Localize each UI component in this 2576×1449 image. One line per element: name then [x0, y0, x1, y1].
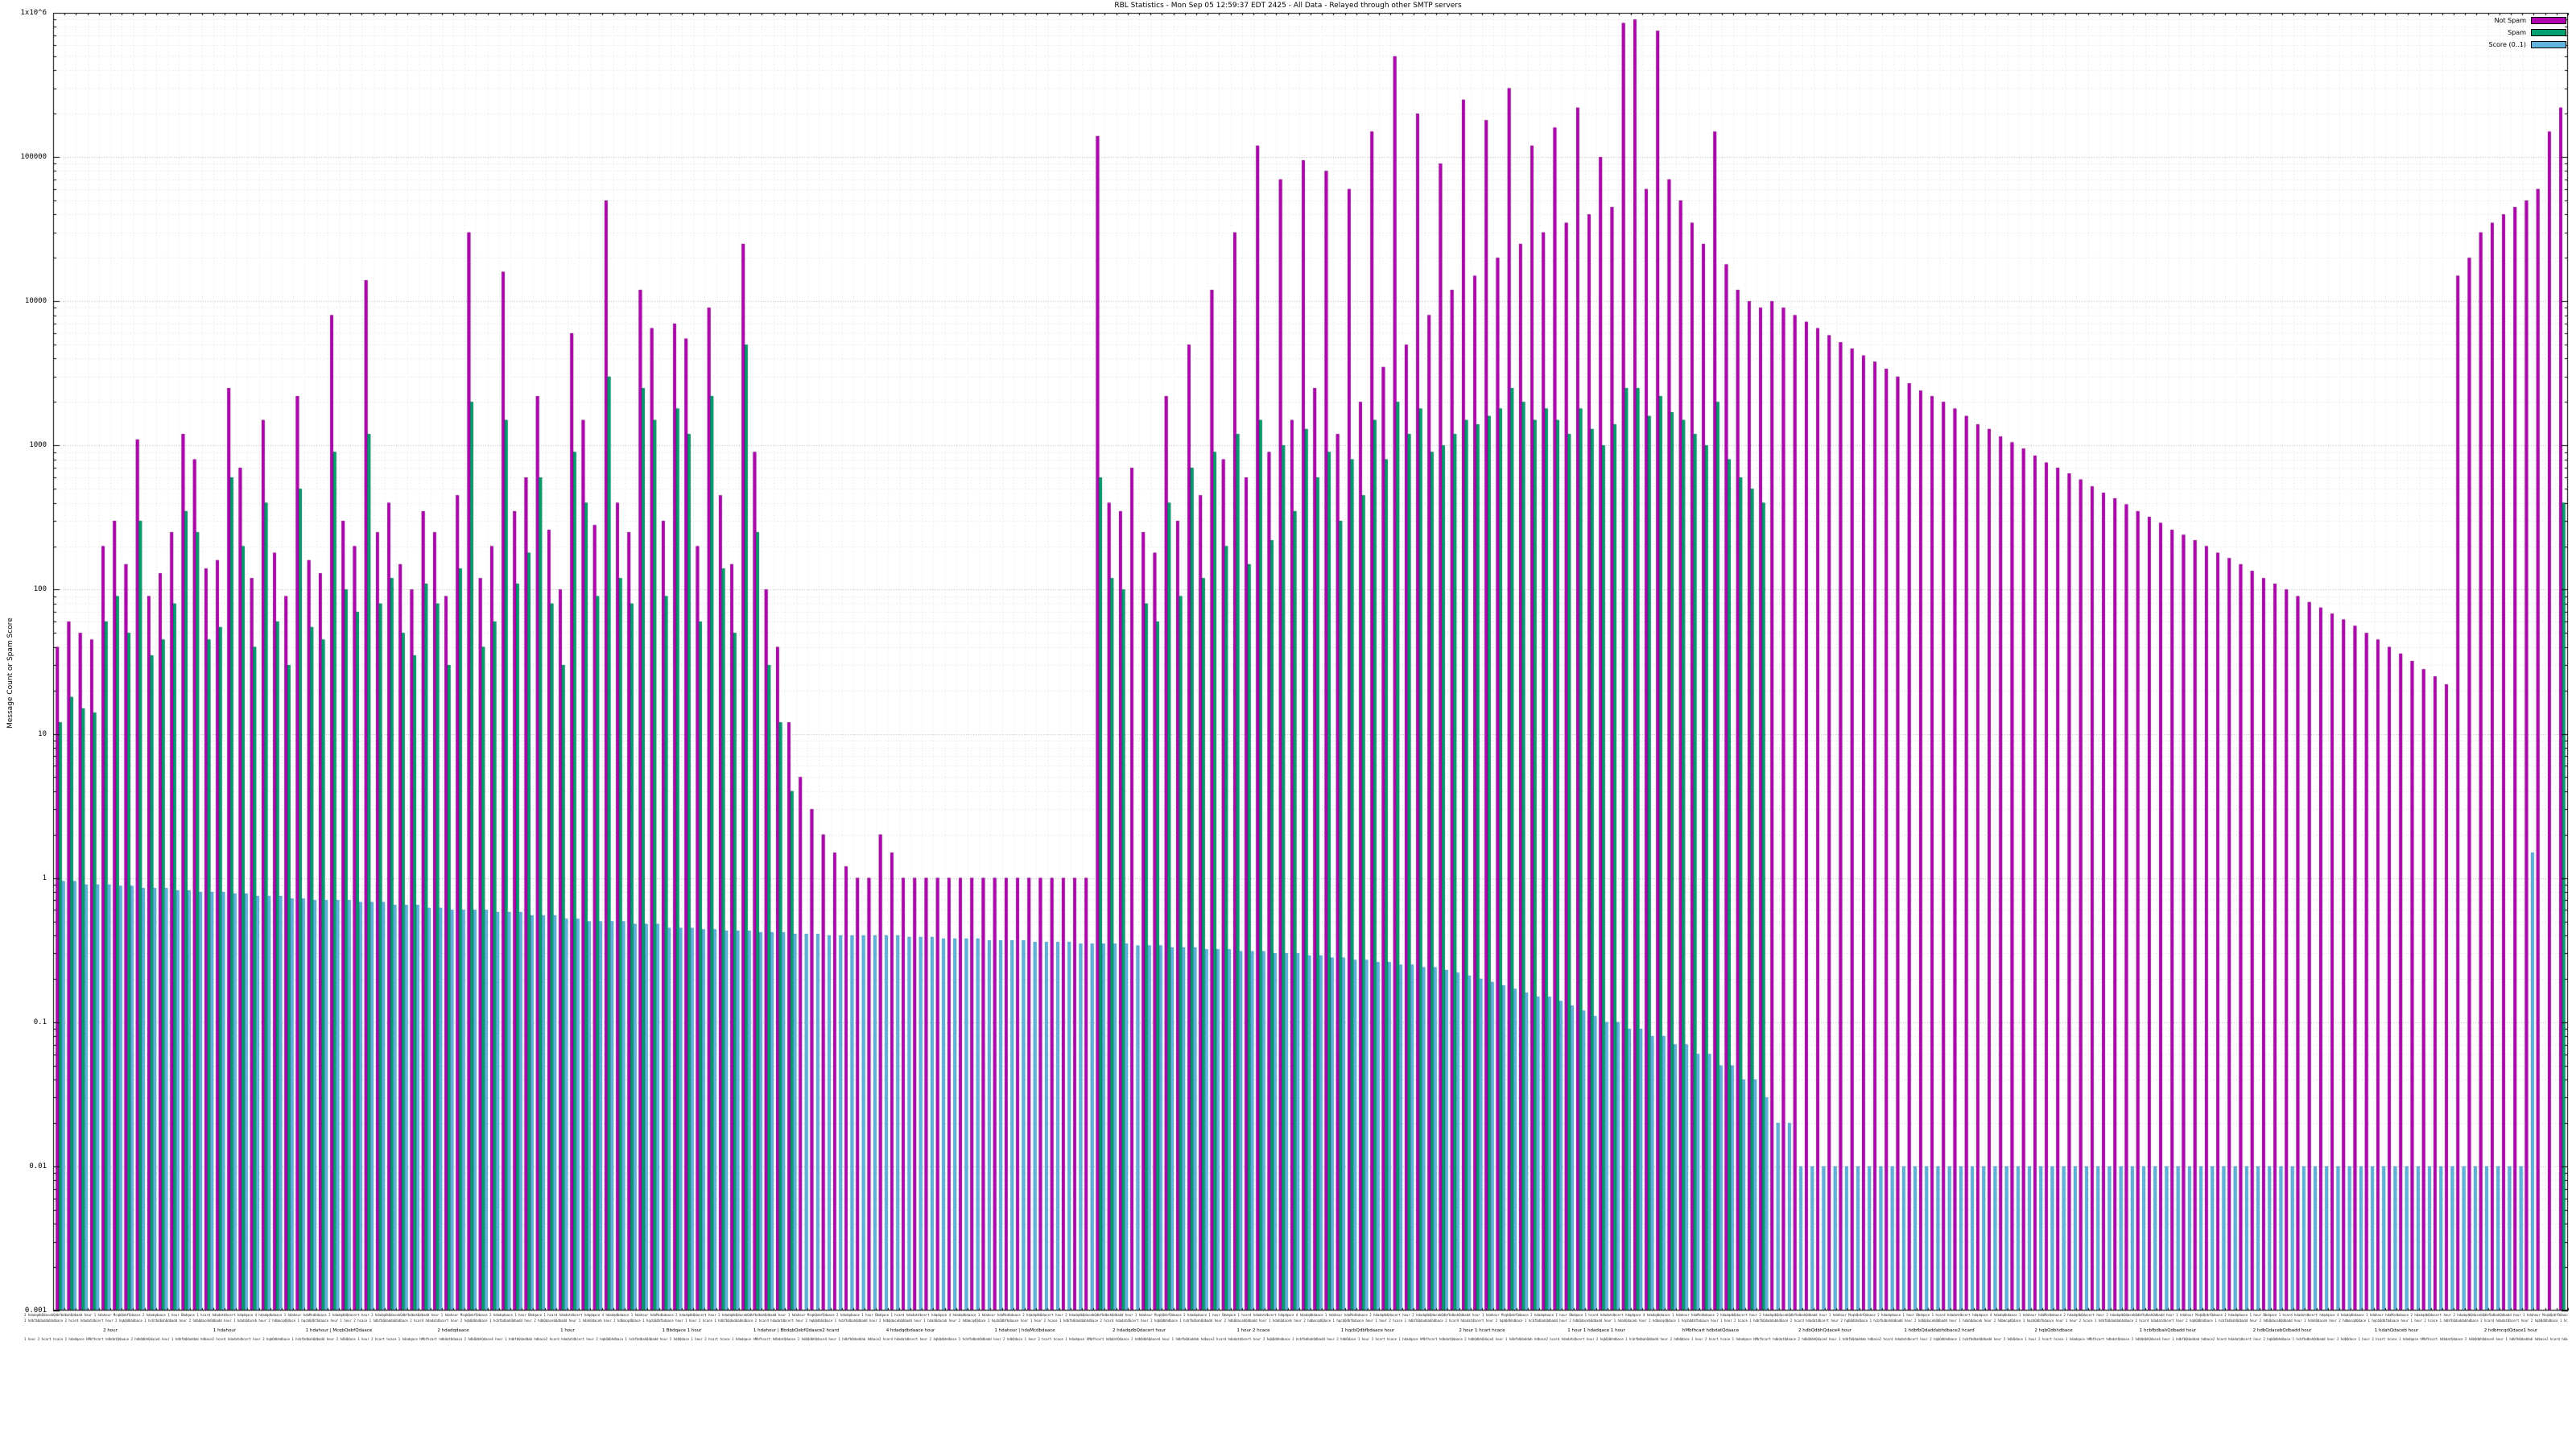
x-group-label: 2 hour 1 hcart hcace — [1459, 1328, 1505, 1333]
y-tick-label: 1 — [42, 873, 47, 882]
legend-item: Not Spam — [2495, 16, 2566, 25]
x-group-label: 1 hcbfbdbahQdbadd hour — [2139, 1328, 2197, 1333]
x-group-label: 1 hdahQdaceb hour — [2374, 1328, 2419, 1333]
y-tick-label: 10000 — [24, 297, 47, 306]
legend-label: Spam — [2508, 29, 2526, 36]
x-group-label: 2 hdadqdaace — [437, 1328, 469, 1333]
x-group-label: 1 hqcbQdbfbdaace hour — [1340, 1328, 1395, 1333]
x-microtext-row-2: 1 hdbfbQdaddabhdbace 2 hcard hdadatdbcer… — [24, 1319, 2568, 1323]
chart-title: RBL Statistics - Mon Sep 05 12:59:37 EDT… — [1114, 2, 1462, 10]
x-group-label: 2 hdbQdacebQdbadd hour — [2252, 1328, 2312, 1333]
y-tick-label: 0.001 — [24, 1307, 47, 1315]
x-group-label: 2 hdbQdbhQdace4 hour — [1798, 1328, 1852, 1333]
y-tick-label: 100000 — [20, 153, 47, 162]
legend-item: Spam — [2508, 28, 2566, 37]
x-group-label: 2 hqbQdbhdbace — [2034, 1328, 2073, 1333]
x-group-label: 1 hour 1 hdadqace 1 hour — [1567, 1328, 1625, 1333]
x-microtext-row-1: 2 hdadqdbQdacebQdbfbdbahQdbadd hour 1 hd… — [24, 1313, 2568, 1317]
legend-color-swatch — [2531, 29, 2566, 36]
y-tick-label: 10 — [38, 729, 47, 738]
x-group-label: 2 hdbmcqdQdace1 hour — [2483, 1328, 2538, 1333]
y-tick-label: 100 — [33, 585, 47, 594]
legend-color-swatch — [2531, 17, 2566, 24]
legend-label: Score (0..1) — [2488, 41, 2526, 48]
x-group-label: 1 hdahour | BbdqbQebfQdaace2 hcard — [753, 1328, 840, 1333]
y-tick-label: 1000 — [29, 441, 47, 450]
x-group-label: 1 hdahour — [213, 1328, 237, 1333]
legend-label: Not Spam — [2494, 17, 2526, 24]
x-group-label: 1 Bbdqace 1 hour — [662, 1328, 702, 1333]
x-group-label: 2 hour — [103, 1328, 118, 1333]
y-tick-label: 0.01 — [29, 1162, 47, 1170]
y-tick-label: 1x10^6 — [20, 9, 47, 17]
x-axis-group-labels: 2 hour 1 hdahour 1 hdahour | McqbQebfQdaac… — [53, 1328, 2568, 1336]
x-group-label: 1 hdbfbQdaddabhdbace2 hcard — [1904, 1328, 1975, 1333]
x-group-label: 1 hdahour | hdaMcdbdaace — [994, 1328, 1055, 1333]
x-group-label: 1 hour — [560, 1328, 575, 1333]
y-tick-label: 0.1 — [33, 1018, 47, 1026]
x-group-label: 4 hdadqdbdaace hour — [886, 1328, 935, 1333]
x-microtext-row-3: 1 hour 2 hcart hcace 1 hdadqace hMbfhcar… — [24, 1337, 2568, 1341]
legend-item: Score (0..1) — [2489, 40, 2566, 49]
x-group-label: 1 hour 2 hcace — [1236, 1328, 1270, 1333]
y-axis-label: Message Count or Spam Score — [6, 617, 14, 729]
x-group-label: hMbfhcart hdbdatQdaace — [1682, 1328, 1740, 1333]
x-group-label: 1 hdahour | McqbQebfQdaace — [305, 1328, 373, 1333]
legend-color-swatch — [2531, 41, 2566, 48]
x-group-label: 2 hdadqdbQdacert hour — [1113, 1328, 1166, 1333]
